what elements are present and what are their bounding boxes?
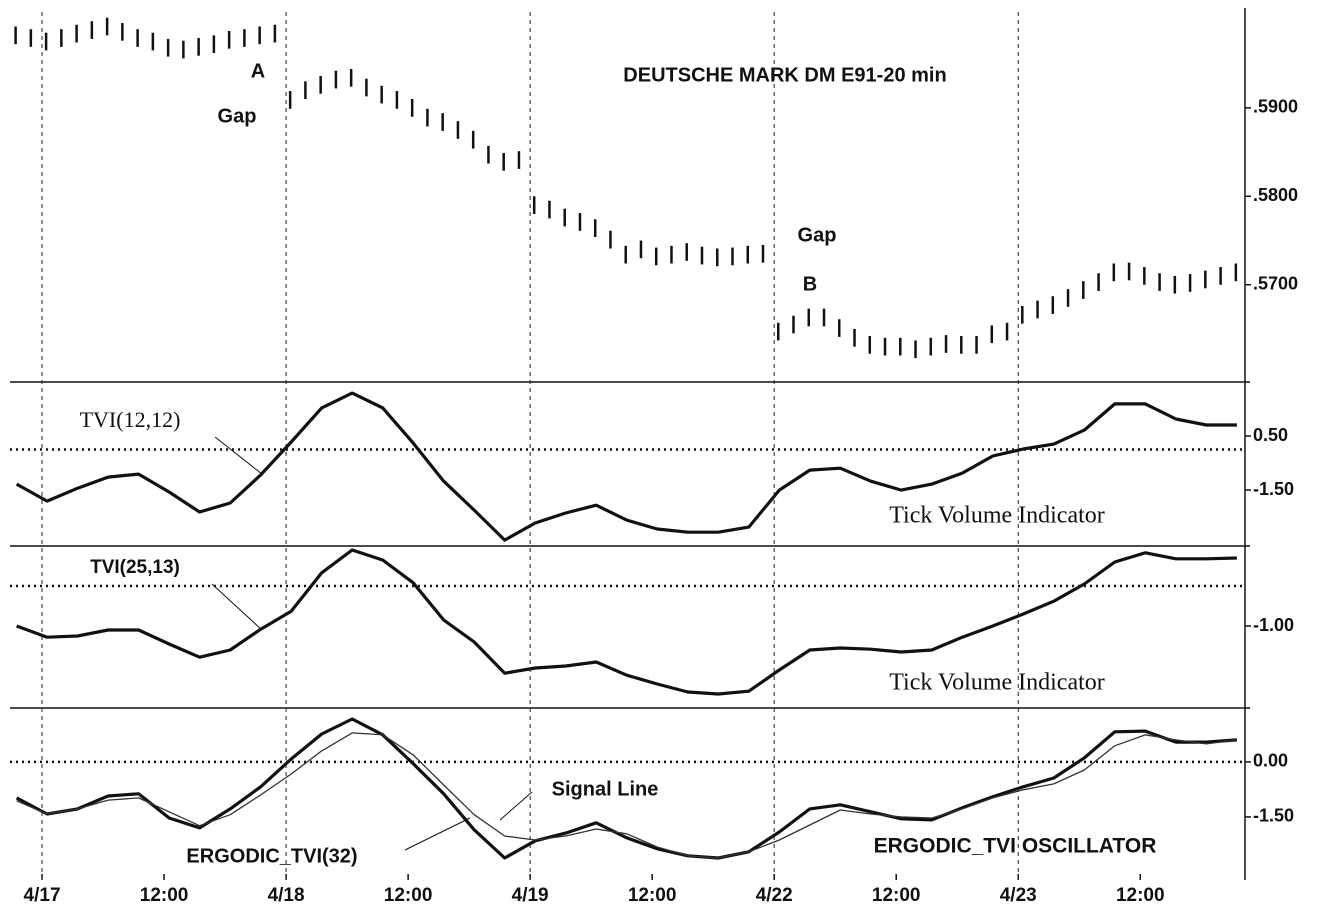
series-line	[16, 548, 1237, 696]
series-label: TVI(25,13)	[90, 557, 180, 578]
y-tick-label: -1.00	[1253, 615, 1294, 635]
x-tick-label: 4/17	[24, 885, 61, 906]
x-tick-label: 12:00	[384, 885, 433, 906]
leader-line	[211, 583, 263, 631]
leader-line	[214, 436, 263, 475]
series-label: ERGODIC_TVI(32)	[186, 845, 357, 867]
chart-title: DEUTSCHE MARK DM E91-20 min	[623, 64, 946, 86]
annotation: Gap	[798, 224, 837, 246]
chart-title: ERGODIC_TVI OSCILLATOR	[874, 835, 1157, 858]
leader-line	[404, 817, 471, 851]
x-tick-label: 12:00	[872, 885, 921, 906]
y-tick-label: .5900	[1253, 97, 1298, 117]
y-tick-label: -1.50	[1253, 806, 1294, 826]
series-line	[15, 391, 1237, 542]
annotation: A	[251, 60, 265, 82]
series-line	[15, 717, 1238, 860]
x-tick-label: 12:00	[1116, 885, 1165, 906]
x-tick-label: 4/23	[1000, 885, 1037, 906]
leader-line	[499, 791, 533, 821]
series-label: TVI(12,12)	[80, 407, 181, 432]
x-tick-label: 4/22	[756, 885, 793, 906]
series-line	[16, 732, 1237, 859]
chart-title: Tick Volume Indicator	[889, 503, 1105, 529]
y-tick-label: .5700	[1253, 273, 1298, 293]
annotation: B	[803, 273, 817, 295]
y-tick-label: 0.00	[1253, 751, 1288, 771]
x-tick-label: 4/18	[268, 885, 305, 906]
y-tick-label: 0.50	[1253, 425, 1288, 445]
x-tick-label: 4/19	[512, 885, 549, 906]
y-tick-label: .5800	[1253, 185, 1298, 205]
x-tick-label: 12:00	[140, 885, 189, 906]
series-label: Signal Line	[552, 778, 659, 800]
x-tick-label: 12:00	[628, 885, 677, 906]
annotation: Gap	[218, 105, 257, 127]
y-tick-label: -1.50	[1253, 479, 1294, 499]
chart-title: Tick Volume Indicator	[889, 670, 1105, 696]
